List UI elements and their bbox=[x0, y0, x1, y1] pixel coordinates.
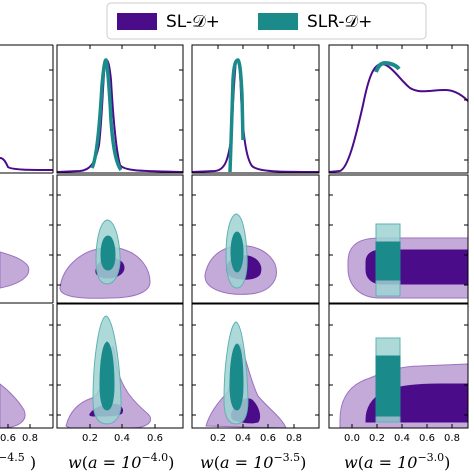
sl-contour-95 bbox=[0, 383, 26, 428]
xtick-label: 0.4 bbox=[114, 433, 130, 444]
xlabel-w: w bbox=[68, 453, 82, 472]
xtick-label: 0.6 bbox=[260, 433, 276, 444]
xtick-label: 0.4 bbox=[394, 433, 410, 444]
xlabel-col0: −4.5 ) bbox=[0, 446, 36, 472]
frame bbox=[56, 174, 184, 304]
xlabel-col1: w(a = 10−4.0) bbox=[68, 451, 174, 472]
sl-pdf-curve bbox=[192, 59, 319, 173]
xlabel-base: a = 10 bbox=[88, 453, 141, 472]
xtick-label: 0.8 bbox=[22, 433, 38, 444]
panel-r2c0 bbox=[0, 304, 54, 429]
xtick-label: 0.8 bbox=[444, 433, 460, 444]
panel-r1c0 bbox=[0, 175, 54, 304]
xlabel-exponent: −3.0 bbox=[417, 451, 444, 464]
legend: SL-𝒟+ SLR-𝒟+ bbox=[106, 2, 427, 40]
panel-r1c1 bbox=[56, 174, 184, 304]
xlabel-base: a = 10 bbox=[220, 453, 273, 472]
frame bbox=[56, 303, 184, 429]
sl-pdf-curve bbox=[0, 157, 53, 171]
xtick-label: 0.6 bbox=[0, 433, 16, 444]
xlabel-exponent: −3.5 bbox=[273, 451, 300, 464]
svg-text:w(a = 10−3.5): w(a = 10−3.5) bbox=[200, 451, 306, 472]
xtick-label: 0.2 bbox=[369, 433, 385, 444]
slr-contour-68 bbox=[99, 341, 115, 411]
legend-label-slr: SLR-𝒟+ bbox=[307, 12, 372, 32]
legend-swatch-sl bbox=[117, 13, 157, 30]
frame bbox=[328, 44, 469, 174]
frame bbox=[191, 303, 320, 429]
panel-r1c3 bbox=[328, 174, 469, 304]
legend-label-sl: SL-𝒟+ bbox=[166, 12, 220, 32]
xlabel-base: a = 10 bbox=[364, 453, 417, 472]
svg-text:−4.5 ): −4.5 ) bbox=[0, 446, 36, 472]
panel-r0c2 bbox=[191, 44, 320, 174]
sl-contour-95 bbox=[0, 251, 30, 289]
xlabel-exponent: −4.5 bbox=[0, 451, 25, 464]
svg-text:w(a = 10−4.0): w(a = 10−4.0) bbox=[68, 451, 174, 472]
xtick-labels-col0: 0.6 0.8 bbox=[0, 433, 38, 444]
panel-r1c2 bbox=[191, 174, 320, 304]
xlabel-col3: w(a = 10−3.0) bbox=[344, 451, 450, 472]
frame bbox=[328, 303, 469, 429]
xtick-label: 0.6 bbox=[147, 433, 163, 444]
slr-pdf-curve bbox=[228, 58, 245, 173]
slr-pdf-curve bbox=[90, 58, 123, 172]
xtick-labels-col1: 0.2 0.4 0.6 bbox=[82, 433, 163, 444]
panel-r2c2 bbox=[191, 303, 320, 429]
tick-marks bbox=[7, 45, 468, 428]
frame bbox=[191, 44, 320, 174]
slr-pdf-curve bbox=[374, 60, 401, 73]
xlabel-w: w bbox=[344, 453, 358, 472]
xlabel-exponent: −4.0 bbox=[141, 451, 168, 464]
panel-r0c0 bbox=[0, 44, 54, 174]
xtick-label: 0.2 bbox=[210, 433, 226, 444]
panel-r0c3 bbox=[328, 44, 469, 174]
frame bbox=[191, 174, 320, 304]
xtick-label: 0.0 bbox=[344, 433, 360, 444]
xtick-label: 0.6 bbox=[419, 433, 435, 444]
panel-r2c1 bbox=[56, 303, 184, 429]
xtick-label: 0.8 bbox=[286, 433, 302, 444]
panel-r2c3 bbox=[328, 303, 469, 429]
xtick-labels-col2: 0.2 0.4 0.6 0.8 bbox=[210, 433, 302, 444]
svg-text:w(a = 10−3.0): w(a = 10−3.0) bbox=[344, 451, 450, 472]
xtick-label: 0.4 bbox=[235, 433, 251, 444]
xtick-labels-col3: 0.0 0.2 0.4 0.6 0.8 bbox=[344, 433, 460, 444]
slr-contour-68 bbox=[229, 343, 244, 411]
xlabel-col2: w(a = 10−3.5) bbox=[200, 451, 306, 472]
slr-contour-68 bbox=[100, 235, 116, 271]
legend-swatch-slr bbox=[258, 13, 298, 30]
sl-pdf-curve bbox=[329, 63, 468, 173]
slr-contour-68 bbox=[375, 241, 401, 281]
slr-contour-68 bbox=[230, 231, 244, 273]
frame bbox=[56, 44, 184, 174]
xlabel-w: w bbox=[200, 453, 214, 472]
xlabel-close: ) bbox=[30, 453, 36, 472]
xtick-label: 0.2 bbox=[82, 433, 98, 444]
panel-r0c1 bbox=[56, 44, 184, 174]
frame bbox=[328, 174, 469, 304]
slr-contour-68 bbox=[375, 355, 401, 417]
sl-pdf-curve bbox=[57, 59, 183, 173]
